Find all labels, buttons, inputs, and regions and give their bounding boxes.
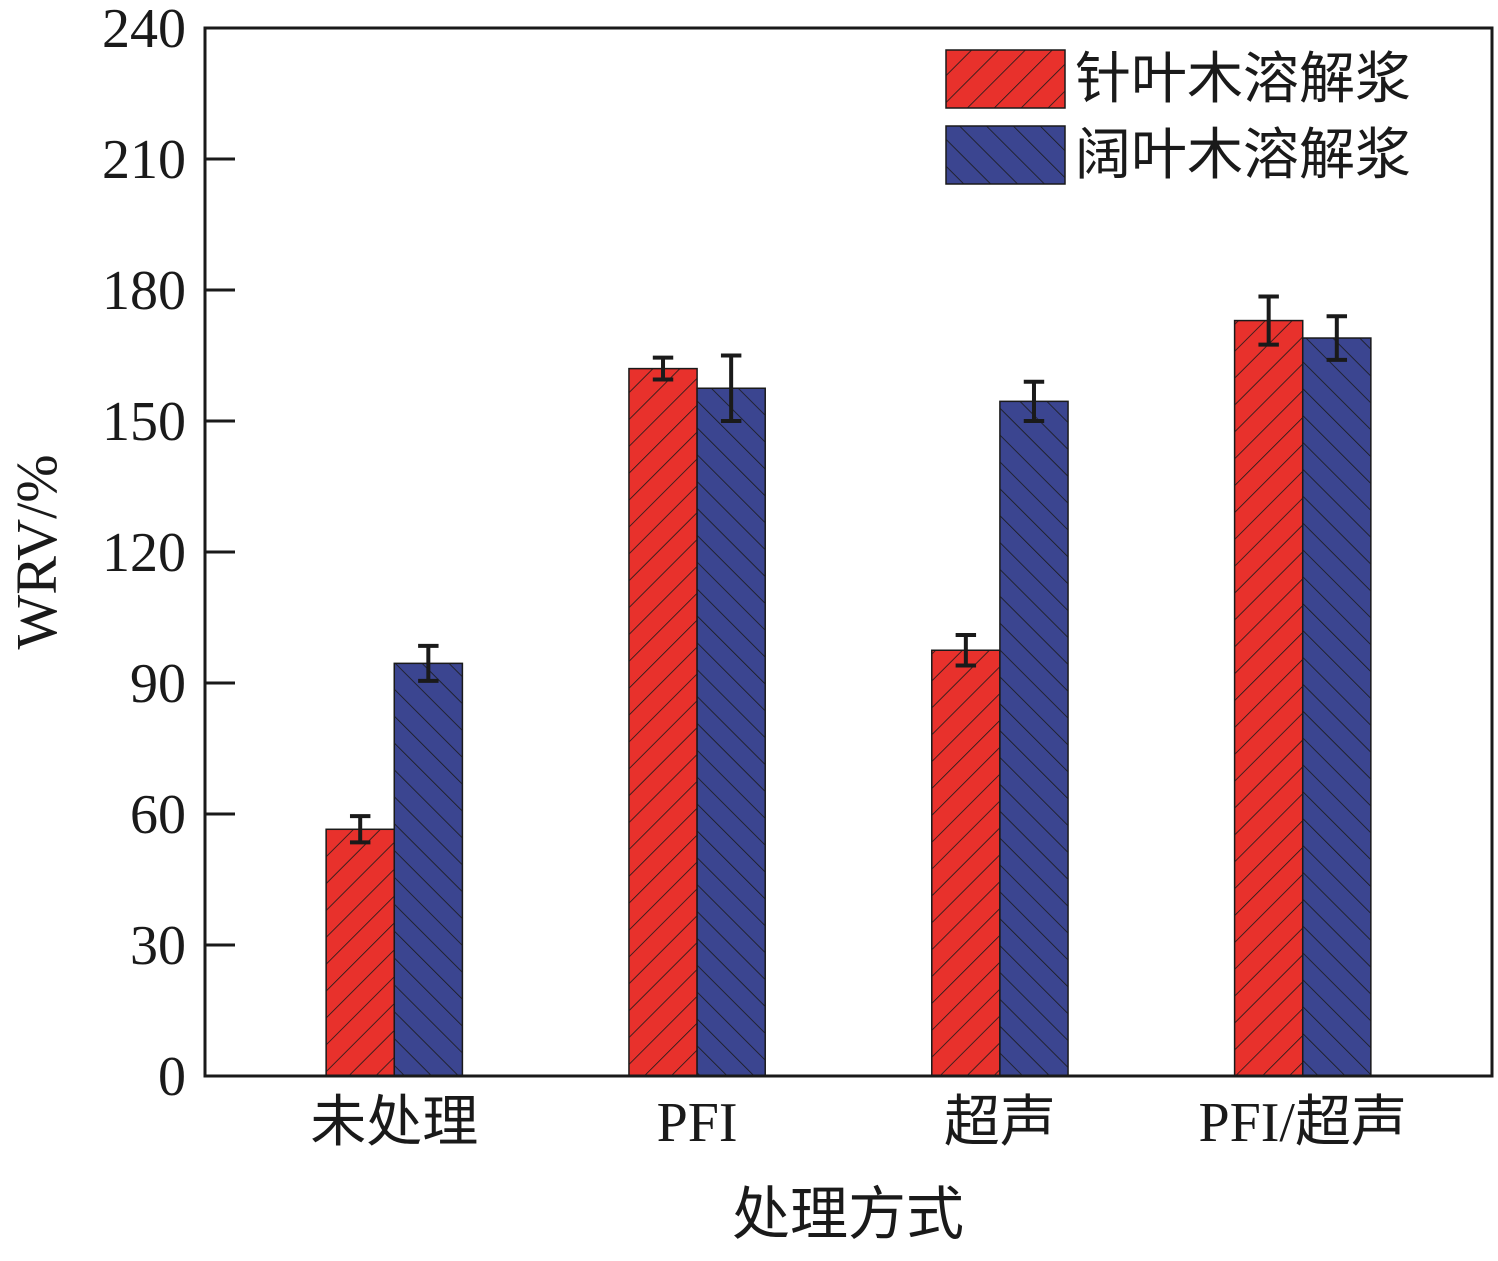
legend-swatch-hatch-0 (945, 49, 1066, 109)
error-bar-s0-c1 (652, 355, 674, 382)
x-tick-label: PFI (657, 1092, 738, 1154)
y-tick-label: 150 (102, 391, 186, 453)
y-tick-label: 120 (102, 522, 186, 584)
error-bar-s1-c1 (720, 353, 742, 423)
error-bar-s0-c2 (955, 632, 977, 668)
error-bar-s1-c3 (1326, 314, 1348, 362)
x-axis: 未处理 PFI 超声 PFI/超声 (310, 1092, 1407, 1154)
bar-hatch-s0-c3 (1233, 319, 1304, 1077)
bar-hatch-s1-c3 (1301, 337, 1372, 1077)
bar-hatch-s0-c0 (325, 828, 396, 1077)
y-tick-label: 240 (102, 0, 186, 60)
bar-hatch-s0-c1 (628, 367, 698, 1077)
error-bar-s1-c0 (418, 643, 439, 683)
y-tick-label: 180 (102, 260, 186, 322)
x-tick-label: 超声 (944, 1092, 1056, 1154)
bar-hatch-s0-c2 (931, 649, 1001, 1077)
x-tick-label: 未处理 (310, 1092, 478, 1154)
error-bars (349, 294, 1348, 845)
y-axis-title: WRV/% (4, 454, 69, 649)
legend-swatch-hatch-1 (945, 125, 1066, 185)
y-tick-label: 0 (158, 1046, 186, 1108)
bar-hatch-s1-c2 (999, 400, 1069, 1077)
y-tick-label: 30 (130, 915, 186, 977)
x-axis-title: 处理方式 (732, 1182, 964, 1247)
legend-label-1: 阔叶木溶解浆 (1075, 125, 1411, 187)
legend-label-0: 针叶木溶解浆 (1075, 49, 1411, 111)
x-tick-label: PFI/超声 (1198, 1092, 1407, 1154)
y-axis: 0 30 60 90 120 150 180 210 240 (102, 0, 235, 1108)
bars (325, 319, 1372, 1077)
y-tick-label: 90 (130, 653, 186, 715)
error-bar-s0-c3 (1258, 294, 1279, 347)
error-bar-s1-c2 (1023, 379, 1045, 423)
bar-hatch-s1-c0 (393, 662, 464, 1077)
y-tick-label: 60 (130, 784, 186, 846)
y-tick-label: 210 (102, 129, 186, 191)
error-bar-s0-c0 (349, 814, 371, 845)
bar-hatch-s1-c1 (696, 387, 766, 1077)
